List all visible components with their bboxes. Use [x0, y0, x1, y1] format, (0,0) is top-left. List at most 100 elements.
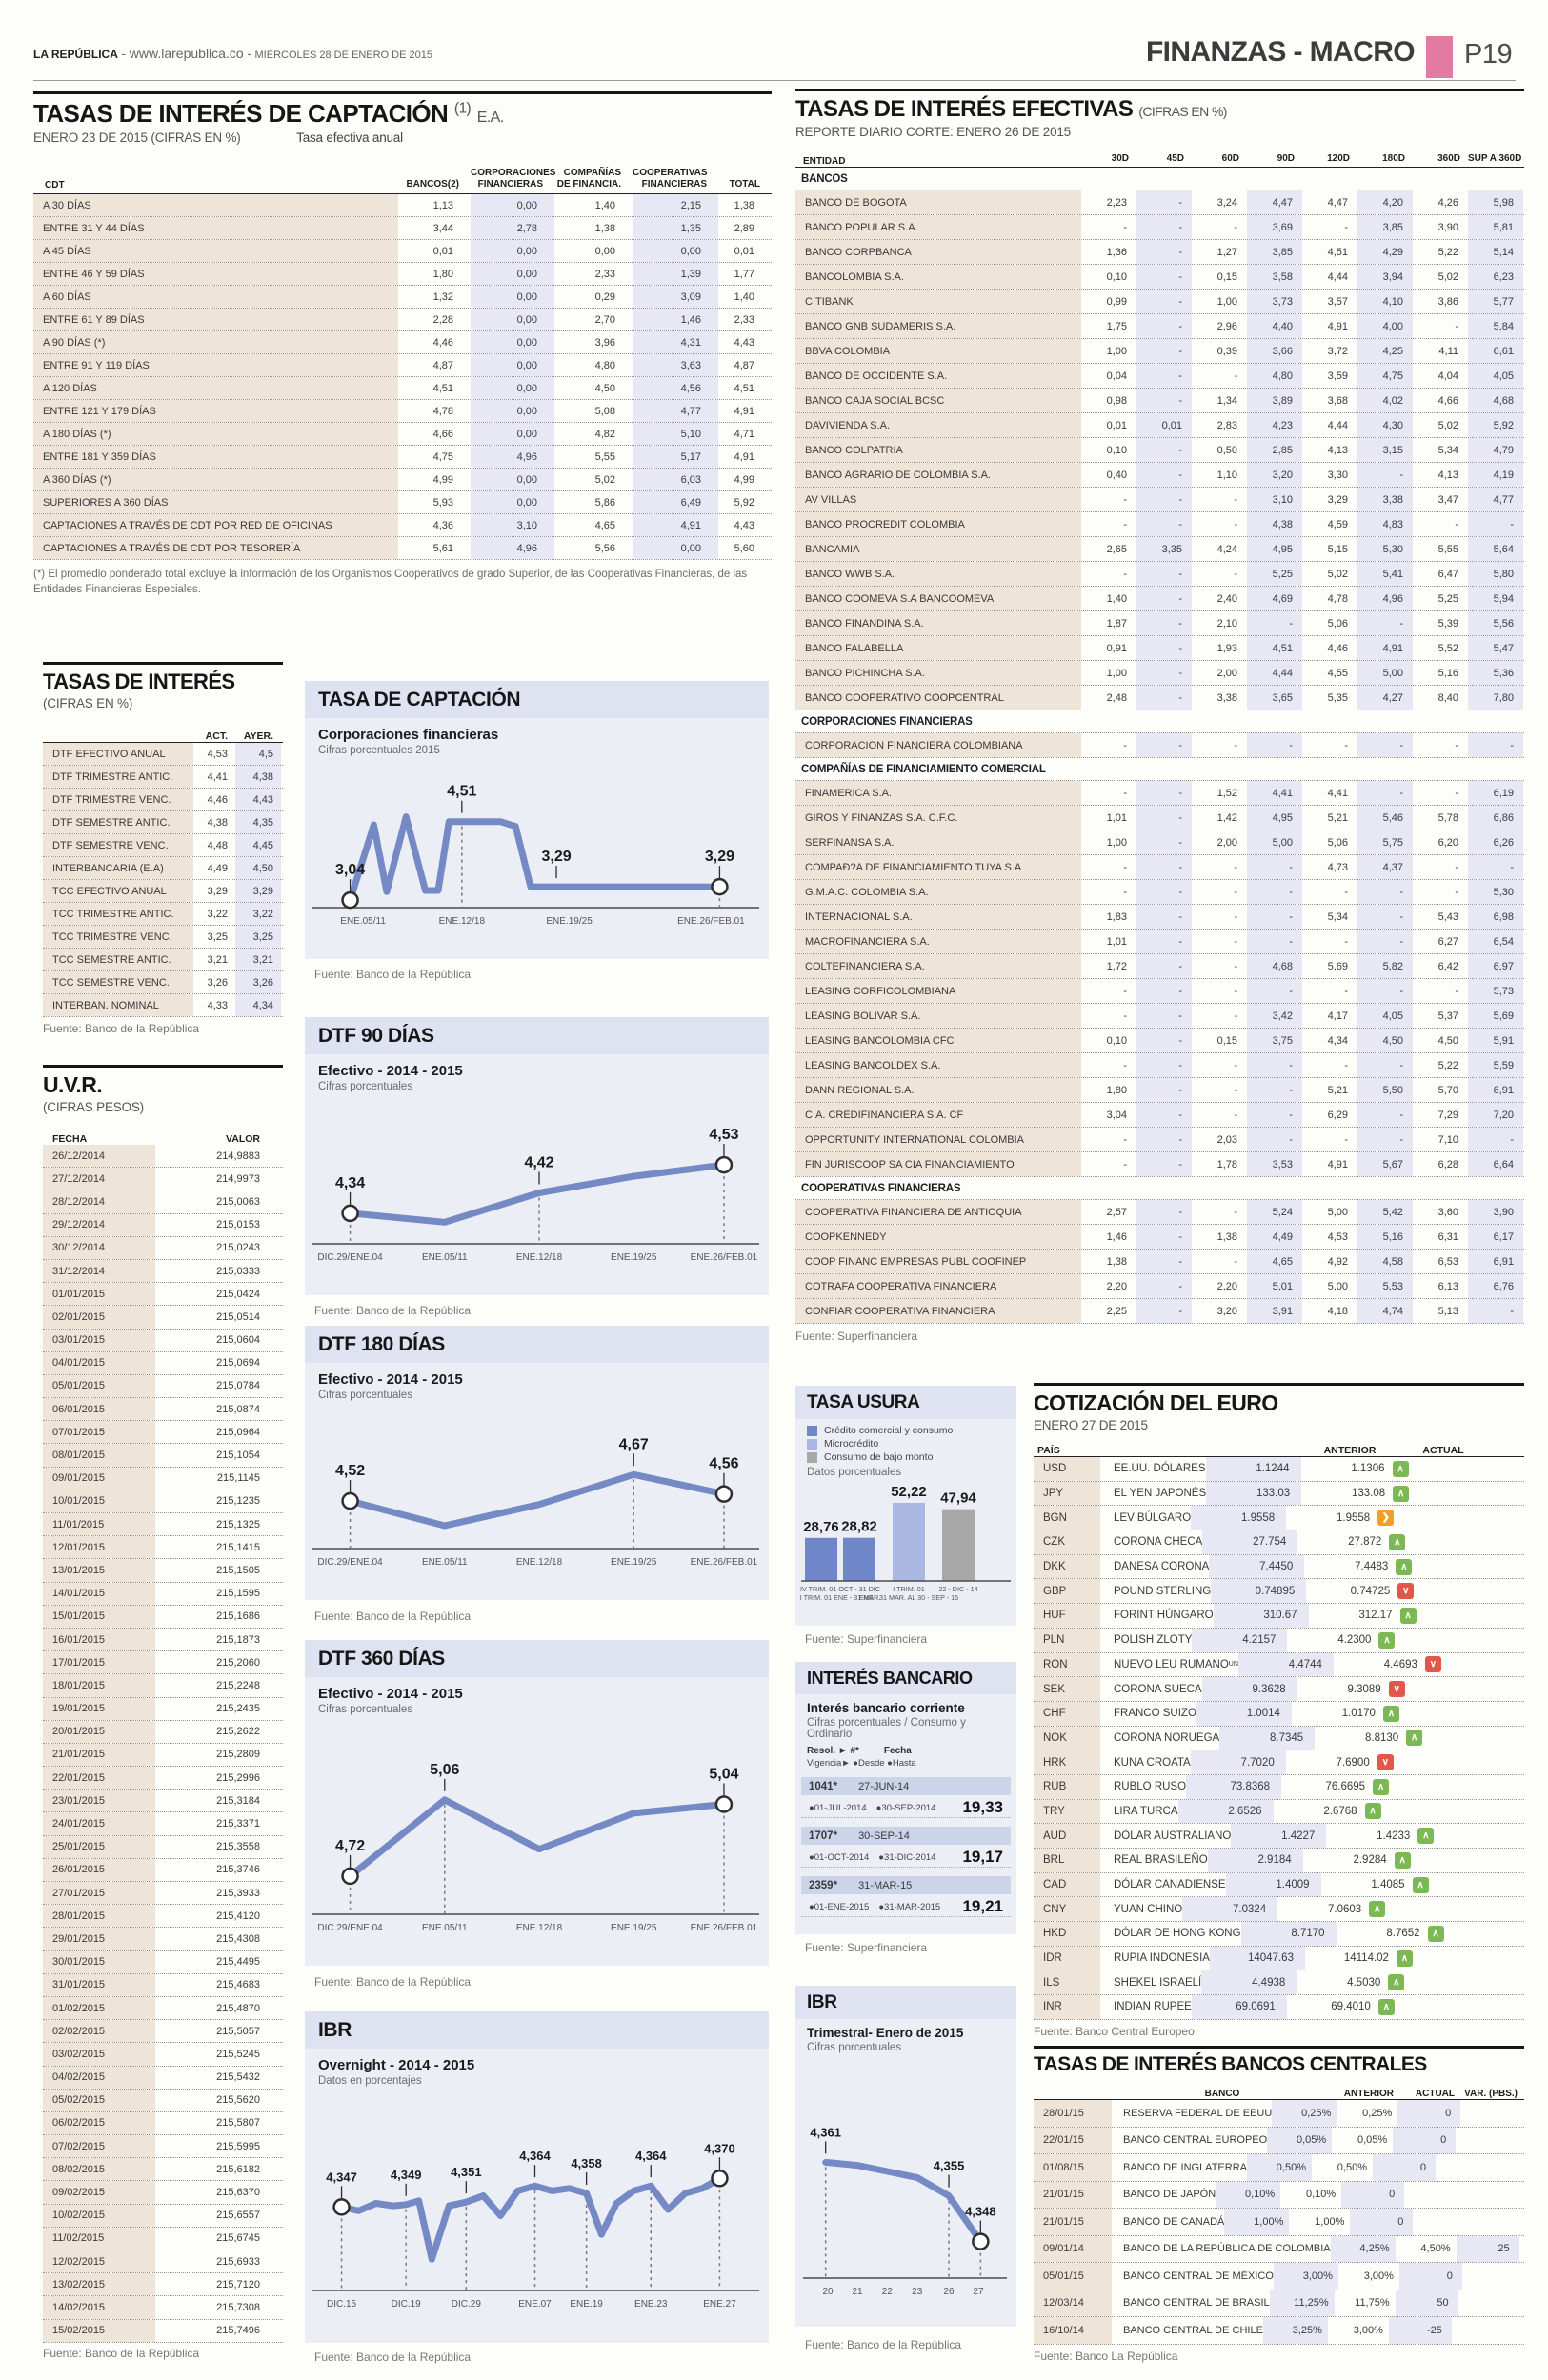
- currency-name: DÓLAR DE HONG KONG: [1114, 1928, 1241, 1940]
- rate-value: 2,40: [1216, 592, 1237, 605]
- efectivas-section: TASAS DE INTERÉS EFECTIVAS (CIFRAS EN %)…: [795, 89, 1524, 1343]
- rate-value: 3,72: [1327, 345, 1348, 357]
- section-rule: [33, 91, 772, 94]
- rate-value: 3,24: [1216, 196, 1237, 209]
- rate-value: -: [1136, 1250, 1192, 1273]
- page-number: P19: [1464, 39, 1513, 70]
- captacion-note: Tasa efectiva anual: [296, 130, 403, 145]
- row-value: 215,5057: [216, 2025, 260, 2037]
- uvr-row: 01/01/2015 215,0424: [43, 1283, 283, 1307]
- rate-value: 1,01: [1106, 935, 1127, 948]
- rate-value: 6,27: [1437, 935, 1458, 948]
- down-arrow-icon: ∨: [1377, 1754, 1394, 1771]
- rate-value: 5,47: [1468, 636, 1523, 660]
- section-accent-block: [1426, 36, 1453, 78]
- rate-value: 8,40: [1437, 691, 1458, 704]
- tasas-row: TCC SEMESTRE VENC. 3,26 3,26: [43, 971, 283, 994]
- euro-row: RON NUEVO LEU RUMANO UN 4.4744 4.4693 ∨: [1034, 1652, 1524, 1678]
- actual-value: 1.9558: [1336, 1511, 1371, 1524]
- entity-name: BANCO DE BOGOTA: [795, 190, 1081, 214]
- row-value: 215,4870: [216, 2002, 260, 2014]
- row-date: 01/08/15: [1034, 2154, 1112, 2181]
- rate-value: 6,98: [1468, 905, 1523, 929]
- ib-resol: 1041*: [809, 1780, 838, 1792]
- chart-dtf90-box: DTF 90 DÍAS Efectivo - 2014 - 2015 Cifra…: [305, 1017, 769, 1295]
- rate-value: 1,80: [1106, 1084, 1127, 1096]
- rate-value: 1,40: [1106, 592, 1127, 605]
- captacion-row: A 180 DÍAS (*) 4,66 0,00 4,82 5,10 4,71: [33, 423, 772, 446]
- actual-value: 0,50%: [1337, 2161, 1367, 2173]
- row-value: 4,34: [235, 994, 281, 1016]
- ib-resolution-band: 2359* 31-MAR-15: [801, 1876, 1011, 1894]
- ib-fecha: 30-SEP-14: [858, 1830, 910, 1842]
- rate-value: 4,17: [1327, 1010, 1348, 1022]
- rate-value: 4,91: [1327, 320, 1348, 332]
- row-date: 25/01/2015: [43, 1835, 155, 1858]
- rate-value: 4,41: [1247, 781, 1302, 805]
- euro-row: HKD DÓLAR DE HONG KONG 8.7170 8.7652 ∧: [1034, 1922, 1524, 1947]
- rate-value: -: [1247, 1053, 1302, 1077]
- uvr-fuente: Fuente: Banco de la República: [43, 2346, 200, 2360]
- rate-value: 5,81: [1468, 215, 1523, 239]
- rate-value: 4,73: [1327, 861, 1348, 873]
- rate-value: 5,25: [1437, 592, 1458, 605]
- up-arrow-icon: ∧: [1382, 1705, 1399, 1722]
- captacion-row: ENTRE 121 Y 179 DÍAS 4,78 0,00 5,08 4,77 4,91: [33, 400, 772, 423]
- row-value: 2,33: [594, 268, 615, 280]
- chart-subtitle: Efectivo - 2014 - 2015: [318, 1371, 463, 1388]
- entity-name: FINAMERICA S.A.: [795, 781, 1081, 805]
- uvr-row: 27/01/2015 215,3933: [43, 1882, 283, 1906]
- captacion-row: ENTRE 61 Y 89 DÍAS 2,28 0,00 2,70 1,46 2,33: [33, 309, 772, 331]
- up-arrow-icon: ∧: [1427, 1925, 1444, 1942]
- row-date: 29/12/2014: [43, 1213, 155, 1236]
- direction-cell: ∧: [1417, 1824, 1450, 1848]
- entity-name: BANCO FALABELLA: [795, 636, 1081, 660]
- row-value: 0,00: [471, 354, 554, 376]
- rate-value: -: [1234, 910, 1237, 923]
- efectivas-row: COOPKENNEDY 1,46- 1,38 4,49 4,53 5,16 6,31 6,17: [795, 1225, 1524, 1250]
- row-value: 4,80: [594, 359, 615, 371]
- bank-name: BANCO CENTRAL DE CHILE: [1123, 2324, 1263, 2336]
- rate-value: -: [1123, 568, 1127, 580]
- row-date: 21/01/15: [1034, 2181, 1112, 2208]
- anterior-value: 14047.63: [1209, 1946, 1305, 1970]
- row-date: 11/01/2015: [43, 1513, 155, 1536]
- rate-value: -: [1136, 1274, 1192, 1298]
- variation-value: 0: [1373, 2154, 1436, 2181]
- row-value: 215,4120: [216, 1910, 260, 1922]
- svg-text:4,72: 4,72: [335, 1838, 365, 1854]
- rate-value: 5,36: [1468, 661, 1523, 685]
- row-value: 215,2060: [216, 1656, 260, 1669]
- direction-cell: ∨: [1388, 1677, 1421, 1701]
- rate-value: 3,73: [1247, 290, 1302, 313]
- rate-value: -: [1468, 1128, 1523, 1151]
- svg-text:IV TRIM. 01 OCT - 31 DIC: IV TRIM. 01 OCT - 31 DIC: [800, 1585, 880, 1593]
- anterior-value: 133.03: [1206, 1481, 1302, 1506]
- row-value: 215,0964: [216, 1426, 260, 1438]
- currency-name: EE.UU. DÓLARES: [1114, 1463, 1206, 1475]
- column-header: 120D: [1327, 153, 1350, 164]
- svg-text:22: 22: [882, 2287, 894, 2297]
- efectivas-row: BANCAMIA 2,65 3,35 4,24 4,95 5,15 5,30 5,55 5,64: [795, 537, 1524, 562]
- euro-title: COTIZACIÓN DEL EURO: [1034, 1390, 1278, 1415]
- row-value: 0,29: [594, 290, 615, 303]
- up-arrow-icon: ∧: [1364, 1803, 1381, 1820]
- svg-text:ENE.19/25: ENE.19/25: [546, 916, 593, 927]
- svg-text:26: 26: [943, 2287, 955, 2297]
- chart-fuente: Fuente: Banco de la República: [805, 2338, 962, 2351]
- rate-value: -: [1344, 221, 1348, 233]
- chart-fuente: Fuente: Banco de la República: [314, 1975, 472, 1989]
- uvr-row: 06/01/2015 215,0874: [43, 1398, 283, 1422]
- bank-name: RESERVA FEDERAL DE EEUU: [1123, 2107, 1273, 2119]
- row-value: 4,53: [207, 748, 228, 760]
- captacion-row: A 60 DÍAS 1,32 0,00 0,29 3,09 1,40: [33, 286, 772, 309]
- rate-value: -: [1136, 880, 1192, 904]
- rate-value: 6,47: [1437, 568, 1458, 580]
- svg-text:DIC.29/ENE.04: DIC.29/ENE.04: [317, 1252, 383, 1263]
- anterior-value: 310.67: [1213, 1604, 1309, 1628]
- captacion-row: ENTRE 46 Y 59 DÍAS 1,80 0,00 2,33 1,39 1,77: [33, 263, 772, 286]
- rate-value: -: [1468, 512, 1523, 536]
- rate-value: -: [1136, 438, 1192, 462]
- bank-name: BANCO CENTRAL DE BRASIL: [1123, 2297, 1270, 2310]
- rate-value: 4,44: [1247, 661, 1302, 685]
